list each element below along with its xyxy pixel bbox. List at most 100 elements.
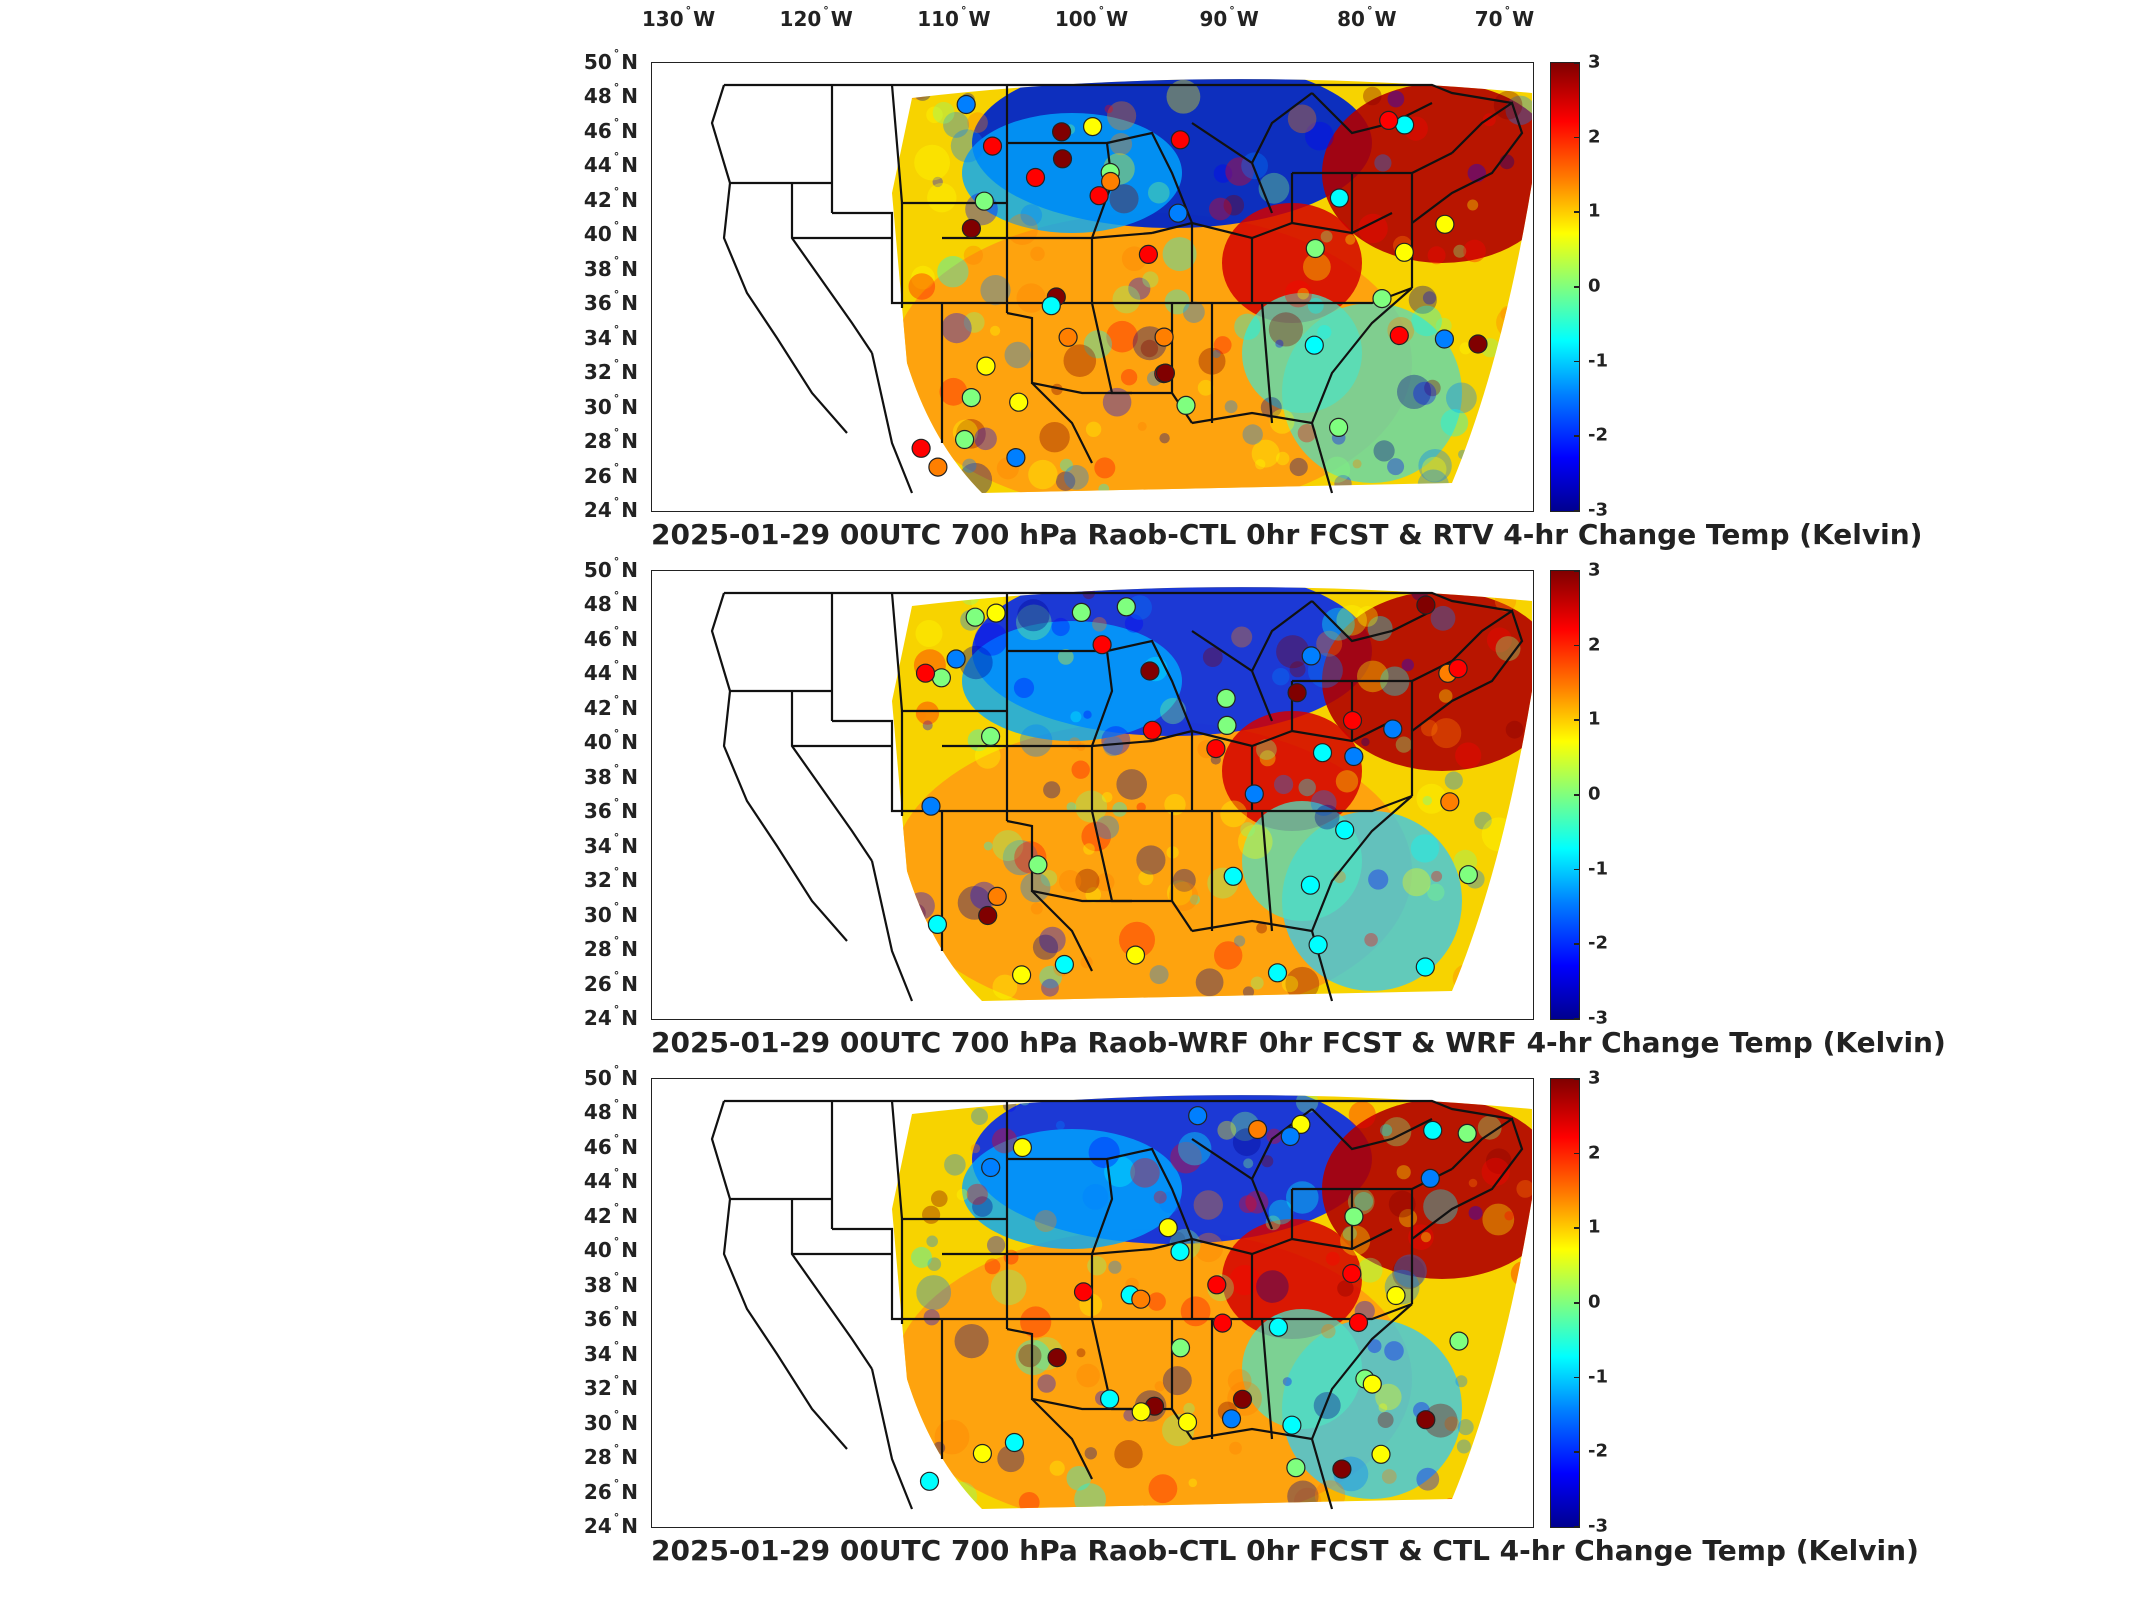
colorbar-tick-mark (1574, 435, 1580, 437)
longitude-label: 100 ° W (1054, 4, 1129, 31)
colorbar-tick-mark (1574, 1526, 1580, 1528)
latitude-label: 42 ° N (583, 692, 638, 720)
longitude-label: 120 ° W (779, 4, 853, 31)
colorbar-tick-mark (1574, 1451, 1580, 1453)
colorbar-tick-label: -3 (1588, 499, 1608, 521)
longitude-axis: 130 ° W 120 ° W 110 ° W 100 ° W 90 ° W 80 ° W 70 ° W (0, 0, 2133, 50)
latitude-label: 50 ° N (583, 555, 638, 582)
colorbar-tick-mark (1574, 136, 1580, 139)
longitude-label: 80 ° W (1337, 4, 1397, 31)
colorbar-tick-label: -2 (1588, 1440, 1608, 1462)
latitude-label: 34 ° N (583, 1338, 638, 1366)
temperature-field-map (710, 587, 1532, 1002)
colorbar-tick-mark (1574, 719, 1580, 721)
colorbar-tick-label: 0 (1588, 783, 1601, 805)
colorbar-tick-label: -3 (1588, 1007, 1608, 1029)
latitude-label: 28 ° N (583, 934, 638, 962)
longitude-label: 130 ° W (641, 4, 716, 31)
latitude-label: 32 ° N (583, 357, 638, 385)
colorbar-tick-label: 2 (1588, 634, 1601, 656)
latitude-label: 26 ° N (583, 968, 638, 996)
latitude-label: 46 ° N (583, 623, 638, 651)
raob-station-markers (919, 1106, 1477, 1491)
latitude-label: 38 ° N (583, 1269, 638, 1297)
latitude-label: 44 ° N (583, 150, 638, 178)
colorbar-tick-mark (1574, 1376, 1580, 1379)
latitude-label: 36 ° N (583, 796, 638, 824)
latitude-label: 44 ° N (583, 1166, 638, 1194)
colorbar-tick-mark (1574, 1078, 1580, 1080)
latitude-label: 50 ° N (583, 47, 638, 74)
colorbar-tick-label: 3 (1588, 1067, 1601, 1089)
latitude-label: 26 ° N (583, 460, 638, 488)
latitude-label: 28 ° N (583, 1442, 638, 1470)
latitude-label: 48 ° N (583, 81, 638, 109)
latitude-label: 42 ° N (583, 184, 638, 212)
latitude-label: 44 ° N (583, 658, 638, 686)
latitude-label: 48 ° N (583, 1097, 638, 1125)
colorbar-tick-mark (1574, 868, 1580, 871)
colorbar-tick-mark (1574, 360, 1580, 363)
map-frame (651, 62, 1534, 512)
latitude-label: 36 ° N (583, 1304, 638, 1332)
latitude-label: 34 ° N (583, 830, 638, 858)
colorbar-tick-mark (1574, 62, 1580, 64)
latitude-label: 28 ° N (583, 426, 638, 454)
latitude-label: 30 ° N (583, 899, 638, 927)
latitude-label: 34 ° N (583, 322, 638, 350)
latitude-label: 40 ° N (583, 1235, 638, 1263)
colorbar-tick-label: 2 (1588, 126, 1601, 148)
colorbar-tick-label: 1 (1588, 200, 1601, 222)
colorbar-tick-mark (1574, 1152, 1580, 1155)
colorbar-tick-label: -1 (1588, 1366, 1608, 1388)
latitude-label: 30 ° N (583, 391, 638, 419)
colorbar-tick-label: 0 (1588, 1291, 1601, 1313)
colorbar-tick-label: 1 (1588, 708, 1601, 730)
colorbar-tick-label: 0 (1588, 275, 1601, 297)
latitude-label: 26 ° N (583, 1476, 638, 1504)
raob-station-markers (911, 94, 1488, 477)
latitude-label: 46 ° N (583, 1131, 638, 1159)
latitude-label: 38 ° N (583, 761, 638, 789)
colorbar-tick-mark (1574, 794, 1580, 796)
latitude-label: 40 ° N (583, 727, 638, 755)
colorbar-tick-label: 3 (1588, 559, 1601, 581)
map-frame (651, 570, 1534, 1020)
colorbar-tick-mark (1574, 570, 1580, 572)
longitude-label: 90 ° W (1199, 4, 1259, 31)
panel-title: 2025-01-29 00UTC 700 hPa Raob-WRF 0hr FC… (651, 1026, 1946, 1059)
longitude-label: 70 ° W (1474, 4, 1535, 31)
latitude-label: 30 ° N (583, 1407, 638, 1435)
latitude-label: 36 ° N (583, 288, 638, 316)
colorbar-tick-mark (1574, 211, 1580, 213)
colorbar-tick-label: 1 (1588, 1216, 1601, 1238)
latitude-label: 48 ° N (583, 589, 638, 617)
colorbar-tick-label: 3 (1588, 51, 1601, 73)
colorbar-tick-label: -2 (1588, 424, 1608, 446)
raob-station-markers (915, 595, 1479, 985)
colorbar-tick-label: -1 (1588, 350, 1608, 372)
latitude-label: 46 ° N (583, 115, 638, 143)
latitude-label: 32 ° N (583, 865, 638, 893)
latitude-label: 24 ° N (583, 1511, 638, 1538)
colorbar-tick-mark (1574, 510, 1580, 512)
colorbar-tick-label: 2 (1588, 1142, 1601, 1164)
latitude-label: 32 ° N (583, 1373, 638, 1401)
colorbar-tick-mark (1574, 286, 1580, 288)
panel-title: 2025-01-29 00UTC 700 hPa Raob-CTL 0hr FC… (651, 1534, 1919, 1567)
panel-title: 2025-01-29 00UTC 700 hPa Raob-CTL 0hr FC… (651, 518, 1923, 551)
colorbar-tick-label: -2 (1588, 932, 1608, 954)
colorbar-tick-label: -1 (1588, 858, 1608, 880)
latitude-label: 40 ° N (583, 219, 638, 247)
colorbar-tick-mark (1574, 644, 1580, 647)
latitude-label: 42 ° N (583, 1200, 638, 1228)
latitude-label: 24 ° N (583, 1003, 638, 1030)
longitude-label: 110 ° W (917, 4, 991, 31)
temperature-field-map (710, 1095, 1532, 1510)
map-frame (651, 1078, 1534, 1528)
temperature-field-map (710, 79, 1532, 494)
colorbar-tick-mark (1574, 1302, 1580, 1304)
colorbar-tick-mark (1574, 1227, 1580, 1229)
latitude-label: 50 ° N (583, 1063, 638, 1090)
colorbar-tick-label: -3 (1588, 1515, 1608, 1537)
